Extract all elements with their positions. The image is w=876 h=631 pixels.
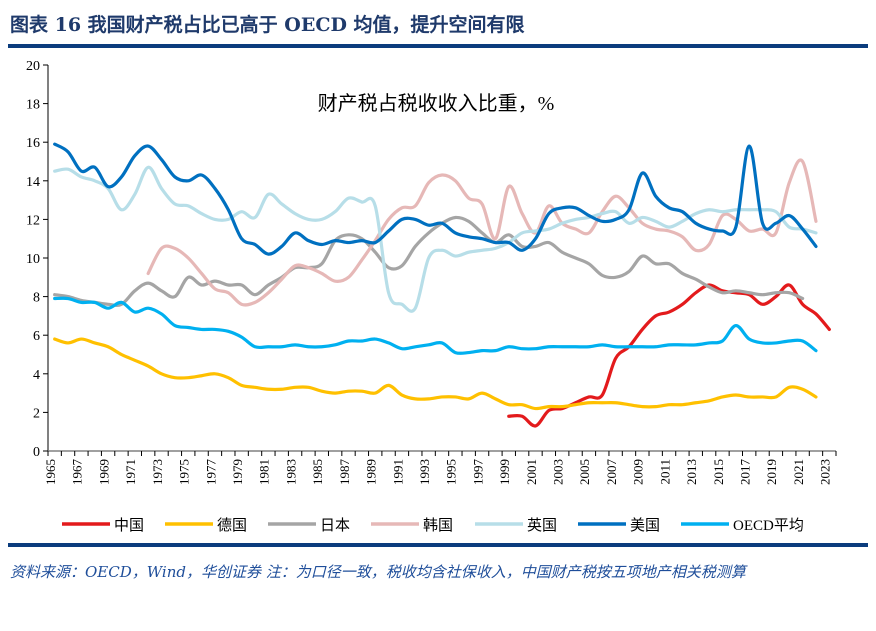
series-line-日本 [53, 215, 805, 307]
legend-item: 德国 [165, 516, 247, 534]
x-tick-label: 2007 [604, 459, 619, 486]
line-chart: 财产税占税收收入比重，% 0 2 4 6 8 10 12 14 16 18 20 1965 1967 19… [26, 59, 837, 534]
x-tick-label: 1981 [257, 459, 272, 485]
y-tick-label: 16 [26, 136, 40, 151]
source-note: 资料来源：OECD，Wind，华创证券 注：为口径一致，税收均含社保收入，中国财… [10, 563, 746, 581]
legend-label: 韩国 [423, 517, 453, 534]
legend-item: 中国 [62, 517, 144, 534]
legend-item: 韩国 [371, 517, 453, 534]
x-tick-label: 1971 [123, 459, 138, 485]
series-line-韩国 [146, 158, 818, 307]
x-tick-label: 1977 [203, 459, 218, 486]
legend-label: 日本 [320, 517, 350, 534]
x-tick-label: 1969 [96, 459, 111, 485]
legend-label: OECD平均 [733, 517, 804, 534]
legend-label: 中国 [114, 517, 144, 534]
x-tick-label: 1989 [364, 459, 379, 485]
x-tick-label: 1997 [470, 459, 485, 486]
legend-item: 美国 [578, 517, 660, 534]
y-tick-label: 20 [26, 59, 40, 74]
x-tick-label: 2023 [818, 459, 833, 485]
y-tick-label: 8 [33, 291, 40, 306]
legend-label: 美国 [630, 517, 660, 534]
x-tick-label: 2005 [577, 459, 592, 485]
y-tick-label: 2 [33, 406, 40, 421]
x-tick-label: 2015 [711, 459, 726, 485]
series-line-中国 [507, 283, 831, 428]
series-line-OECD平均 [53, 296, 818, 355]
x-tick-label: 2019 [764, 459, 779, 485]
y-tick-label: 14 [26, 175, 40, 190]
x-tick-label: 2011 [657, 459, 672, 485]
y-tick-label: 18 [26, 98, 40, 113]
x-tick-label: 1975 [177, 459, 192, 485]
x-tick-label: 1973 [150, 459, 165, 485]
x-tick-label: 1983 [283, 459, 298, 485]
x-tick-label: 1985 [310, 459, 325, 485]
x-tick-label: 1967 [70, 459, 85, 486]
x-tick-label: 2021 [791, 459, 806, 485]
series-line-德国 [53, 337, 818, 411]
x-tick-label: 1993 [417, 459, 432, 485]
x-tick-label: 2001 [524, 459, 539, 485]
x-tick-label: 2013 [684, 459, 699, 485]
y-tick-label: 6 [33, 329, 40, 344]
figure-title: 图表 16 我国财产税占比已高于 OECD 均值，提升空间有限 [10, 14, 525, 36]
footer-rule [8, 543, 868, 547]
x-tick-label: 2009 [631, 459, 646, 485]
x-tick-label: 2003 [551, 459, 566, 485]
x-tick-label: 1999 [497, 459, 512, 485]
legend-label: 英国 [527, 516, 557, 534]
x-tick-label: 1965 [43, 459, 58, 485]
series-line-美国 [53, 142, 818, 256]
x-tick-label: 1987 [337, 459, 352, 486]
legend-item: 英国 [475, 516, 557, 534]
y-tick-label: 0 [33, 445, 40, 460]
legend-item: 日本 [268, 517, 350, 534]
legend-item: OECD平均 [681, 517, 804, 534]
chart-title: 财产税占税收收入比重，% [318, 92, 555, 115]
x-tick-label: 1995 [444, 459, 459, 485]
y-tick-label: 4 [33, 368, 40, 383]
x-tick-label: 1991 [390, 459, 405, 485]
x-tick-label: 2017 [738, 459, 753, 486]
header-rule [8, 44, 868, 48]
y-tick-label: 12 [26, 213, 40, 228]
y-tick-label: 10 [26, 252, 40, 267]
x-tick-label: 1979 [230, 459, 245, 485]
legend-label: 德国 [217, 516, 247, 534]
